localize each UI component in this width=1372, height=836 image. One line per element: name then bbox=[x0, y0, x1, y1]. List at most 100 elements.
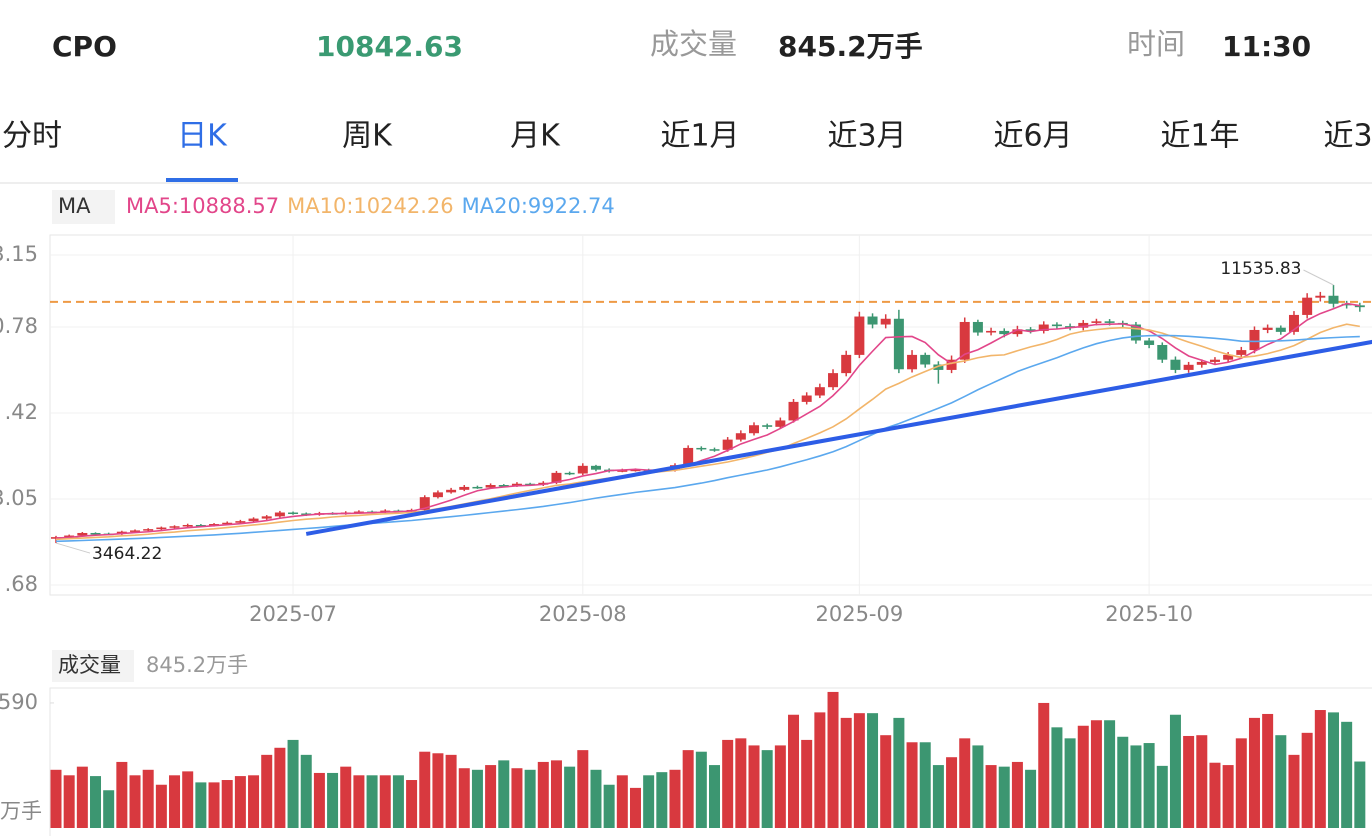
tab[interactable]: 近1月 bbox=[660, 119, 739, 154]
volume-unit: 万手 bbox=[0, 799, 42, 823]
volume-bar bbox=[248, 775, 260, 828]
volume-bar bbox=[287, 739, 299, 828]
candle-body bbox=[828, 373, 839, 388]
candle-body bbox=[1223, 354, 1234, 360]
volume-bar bbox=[853, 713, 865, 828]
legend-entry: MA5:10888.57 bbox=[126, 194, 279, 218]
candle-body bbox=[630, 469, 641, 472]
volume-bar bbox=[485, 765, 497, 828]
candle-body bbox=[946, 359, 957, 370]
volume-bar bbox=[1064, 738, 1076, 828]
tab[interactable]: 周K bbox=[342, 119, 393, 154]
volume-bar bbox=[1196, 735, 1208, 828]
time-label: 时间 bbox=[1127, 27, 1185, 61]
tab[interactable]: 近3 bbox=[1323, 119, 1372, 154]
legend-title: MA bbox=[58, 194, 91, 218]
volume-bar bbox=[1235, 738, 1247, 828]
candle-body bbox=[1275, 327, 1286, 332]
volume-bar bbox=[1354, 761, 1366, 828]
volume-bar bbox=[63, 775, 75, 828]
volume-bar bbox=[1248, 717, 1260, 828]
volume-bar bbox=[1025, 769, 1037, 828]
candle-body bbox=[1341, 303, 1352, 306]
volume-bar bbox=[116, 761, 128, 828]
volume: 845.2万手 bbox=[778, 30, 923, 63]
tab[interactable]: 日K bbox=[177, 119, 228, 154]
candle-body bbox=[1051, 324, 1062, 327]
volume-bar bbox=[946, 757, 958, 828]
candle-body bbox=[498, 485, 509, 487]
candle-body bbox=[1078, 322, 1089, 328]
volume-bar bbox=[379, 775, 391, 828]
volume-bar bbox=[76, 766, 88, 828]
volume-bar bbox=[1327, 712, 1339, 828]
candle-body bbox=[933, 364, 944, 370]
volume-bar bbox=[261, 754, 273, 828]
candle-body bbox=[77, 532, 88, 536]
volume-label: 成交量 bbox=[650, 27, 737, 61]
candle-body bbox=[709, 449, 720, 451]
candle-body bbox=[1236, 350, 1247, 355]
volume-bar bbox=[959, 738, 971, 828]
legend-entry: MA10:10242.26 bbox=[287, 194, 453, 218]
candle-body bbox=[617, 470, 628, 472]
volume-bar bbox=[801, 739, 813, 828]
volume-bar bbox=[603, 784, 615, 828]
volume-bar bbox=[155, 784, 167, 828]
tab[interactable]: 近6月 bbox=[993, 119, 1072, 154]
symbol: CPO bbox=[52, 30, 117, 63]
candle-body bbox=[749, 425, 760, 434]
tab[interactable]: 近1年 bbox=[1160, 119, 1239, 154]
candle-body bbox=[195, 524, 206, 527]
max-label: 11535.83 bbox=[1220, 259, 1301, 279]
volume-title: 成交量 bbox=[58, 653, 121, 677]
volume-bar bbox=[511, 768, 523, 828]
volume-bar bbox=[471, 769, 483, 828]
trendline bbox=[305, 339, 1372, 536]
volume-bar bbox=[1143, 743, 1155, 828]
volume-bar bbox=[1077, 725, 1089, 828]
candle-body bbox=[814, 387, 825, 396]
y-tick-label: 3.05 bbox=[0, 486, 38, 510]
volume-bar bbox=[50, 769, 62, 828]
candle-body bbox=[235, 521, 246, 523]
volume-bar bbox=[748, 745, 760, 828]
volume-panel bbox=[49, 687, 1372, 836]
candle-body bbox=[907, 354, 918, 370]
candle-body bbox=[485, 485, 496, 488]
y-tick-label: 3.15 bbox=[0, 242, 38, 266]
volume-bar bbox=[1104, 720, 1116, 828]
volume-bar bbox=[221, 780, 233, 828]
x-tick-label: 2025-07 bbox=[249, 602, 337, 626]
candle-body bbox=[261, 516, 272, 519]
x-tick-label: 2025-08 bbox=[539, 602, 627, 626]
volume-bar bbox=[643, 775, 655, 828]
tab[interactable]: 近3月 bbox=[827, 119, 906, 154]
candle-body bbox=[893, 318, 904, 370]
candle-body bbox=[590, 465, 601, 470]
y-tick-label: .68 bbox=[5, 572, 38, 596]
volume-bar bbox=[735, 738, 747, 828]
candle-body bbox=[959, 321, 970, 360]
tab[interactable]: 分时 bbox=[2, 119, 62, 154]
volume-bar bbox=[103, 790, 115, 828]
candle-body bbox=[353, 511, 364, 514]
candle-body bbox=[182, 524, 193, 527]
candle-body bbox=[867, 316, 878, 325]
tab[interactable]: 月K bbox=[510, 119, 561, 154]
volume-bar bbox=[1222, 765, 1234, 828]
volume-bar bbox=[550, 760, 562, 828]
candle-body bbox=[788, 401, 799, 421]
volume-bar bbox=[419, 751, 431, 828]
volume-bar bbox=[788, 714, 800, 828]
candle-body bbox=[880, 318, 891, 325]
volume-bar bbox=[1169, 714, 1181, 828]
candle-body bbox=[1130, 324, 1141, 341]
volume-bar bbox=[432, 753, 444, 828]
price-panel bbox=[49, 234, 1372, 596]
volume-bar bbox=[1262, 713, 1274, 828]
volume-bar bbox=[656, 772, 668, 828]
candle-body bbox=[920, 354, 931, 365]
legend-entry: MA20:9922.74 bbox=[462, 194, 615, 218]
